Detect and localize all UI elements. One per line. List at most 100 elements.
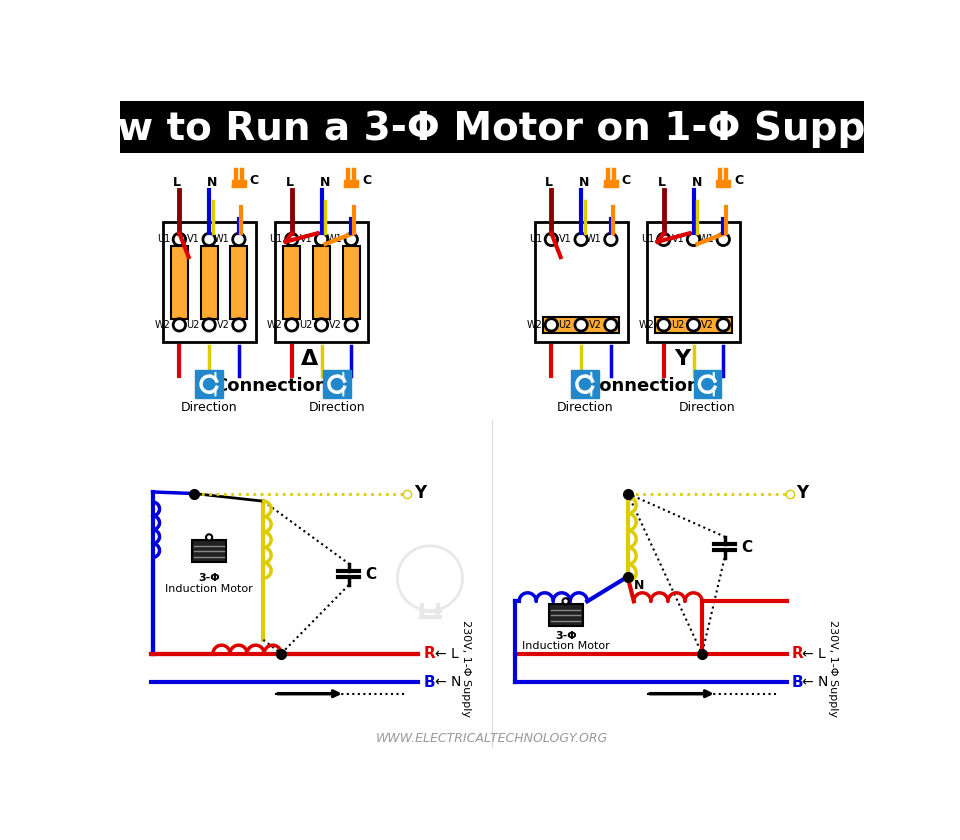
Text: L: L: [658, 176, 665, 189]
Circle shape: [687, 234, 700, 245]
Text: Connection: Connection: [587, 376, 700, 395]
Bar: [171, 245, 188, 318]
Text: ← L: ← L: [802, 647, 826, 661]
Text: Direction: Direction: [679, 401, 735, 414]
Text: N: N: [691, 176, 702, 189]
Text: N: N: [634, 580, 644, 592]
Text: 230V, 1-Φ Supply: 230V, 1-Φ Supply: [828, 620, 838, 717]
Bar: [230, 245, 248, 318]
Bar: [604, 180, 617, 187]
Bar: [693, 370, 721, 398]
Text: N: N: [579, 176, 589, 189]
Bar: [313, 245, 330, 318]
Circle shape: [315, 318, 327, 331]
Text: U2: U2: [186, 320, 200, 330]
Text: V1: V1: [671, 234, 684, 244]
Circle shape: [232, 318, 245, 331]
Circle shape: [687, 318, 700, 331]
Bar: [324, 370, 351, 398]
Text: L: L: [173, 176, 181, 189]
Text: ← N: ← N: [435, 675, 461, 689]
Text: Induction Motor: Induction Motor: [165, 584, 253, 594]
Circle shape: [203, 318, 215, 331]
Bar: [542, 318, 619, 333]
Circle shape: [605, 318, 617, 331]
Text: B: B: [791, 675, 803, 690]
Circle shape: [545, 318, 558, 331]
Circle shape: [545, 234, 558, 245]
Text: Y: Y: [415, 485, 426, 502]
Text: C: C: [366, 567, 376, 582]
Bar: [232, 180, 246, 187]
Text: W2: W2: [638, 320, 655, 330]
Bar: [283, 245, 300, 318]
Text: WWW.ELECTRICALTECHNOLOGY.ORG: WWW.ELECTRICALTECHNOLOGY.ORG: [376, 732, 608, 745]
Text: Connection: Connection: [214, 376, 328, 395]
Circle shape: [717, 318, 730, 331]
Bar: [656, 318, 732, 333]
Circle shape: [285, 234, 298, 245]
Text: U2: U2: [671, 320, 684, 330]
Text: Direction: Direction: [309, 401, 366, 414]
Text: U1: U1: [156, 234, 170, 244]
Text: W1: W1: [586, 234, 602, 244]
Text: ← L: ← L: [435, 647, 459, 661]
Text: 3-Φ: 3-Φ: [199, 573, 220, 583]
Bar: [535, 223, 628, 342]
Bar: [343, 245, 360, 318]
Circle shape: [345, 318, 357, 331]
Text: U2: U2: [299, 320, 312, 330]
Circle shape: [717, 234, 730, 245]
Circle shape: [232, 234, 245, 245]
Text: V2: V2: [329, 320, 342, 330]
Text: C: C: [622, 175, 631, 187]
Polygon shape: [345, 182, 358, 187]
Text: Direction: Direction: [180, 401, 237, 414]
Text: W1: W1: [698, 234, 714, 244]
Polygon shape: [232, 182, 246, 187]
Polygon shape: [716, 182, 730, 187]
Bar: [345, 180, 358, 187]
Bar: [120, 101, 864, 153]
Bar: [201, 245, 218, 318]
Text: V1: V1: [300, 234, 312, 244]
Bar: [548, 605, 583, 626]
Text: U1: U1: [641, 234, 655, 244]
Bar: [647, 223, 740, 342]
Text: How to Run a 3-Φ Motor on 1-Φ Supply?: How to Run a 3-Φ Motor on 1-Φ Supply?: [58, 109, 926, 148]
Text: C: C: [734, 175, 743, 187]
Text: W2: W2: [267, 320, 282, 330]
Text: L: L: [285, 176, 294, 189]
Circle shape: [206, 534, 212, 540]
Circle shape: [173, 234, 185, 245]
Circle shape: [575, 234, 588, 245]
Bar: [275, 223, 368, 342]
Text: V1: V1: [187, 234, 200, 244]
Text: U1: U1: [529, 234, 542, 244]
Text: N: N: [320, 176, 330, 189]
Circle shape: [563, 598, 568, 605]
Text: ← N: ← N: [802, 675, 828, 689]
Circle shape: [285, 318, 298, 331]
Bar: [192, 540, 227, 562]
Polygon shape: [604, 182, 617, 187]
Text: Δ: Δ: [301, 349, 319, 369]
Text: C: C: [362, 175, 372, 187]
Text: C: C: [250, 175, 259, 187]
Text: N: N: [207, 176, 217, 189]
Text: W2: W2: [155, 320, 170, 330]
Text: W1: W1: [326, 234, 342, 244]
Text: B: B: [423, 675, 436, 690]
Text: L: L: [545, 176, 553, 189]
Text: V2: V2: [701, 320, 714, 330]
Text: Induction Motor: Induction Motor: [521, 641, 610, 651]
Text: W1: W1: [214, 234, 229, 244]
Circle shape: [658, 318, 670, 331]
Circle shape: [658, 234, 670, 245]
Text: V2: V2: [217, 320, 229, 330]
Text: Y: Y: [674, 349, 690, 369]
Text: V1: V1: [559, 234, 572, 244]
Text: V2: V2: [588, 320, 602, 330]
Circle shape: [173, 318, 185, 331]
Bar: [716, 180, 731, 187]
